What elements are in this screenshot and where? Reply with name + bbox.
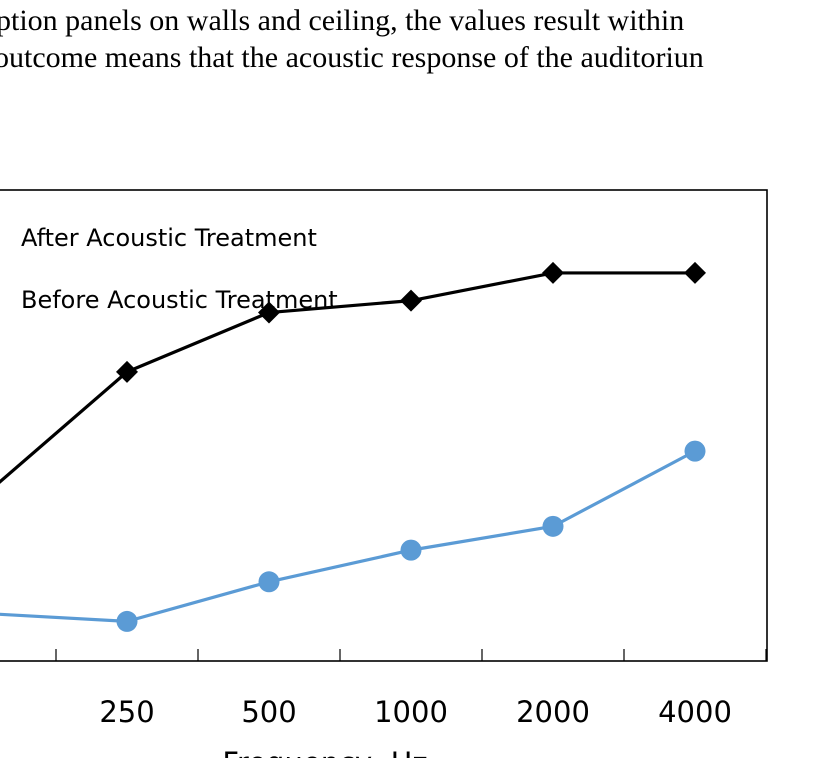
data-point-circle	[258, 571, 280, 593]
data-point-circle	[684, 440, 706, 462]
data-point-diamond	[400, 289, 422, 312]
series-line-1	[0, 271, 695, 484]
data-point-diamond	[258, 301, 280, 324]
x-axis-title: Frequency, Hz	[222, 746, 427, 758]
legend-label-1: After Acoustic Treatment	[21, 224, 317, 252]
data-point-circle	[542, 515, 564, 537]
data-point-diamond	[116, 360, 138, 383]
x-tick-label: 250	[99, 695, 154, 729]
body-text-line-2: outcome means that the acoustic response…	[0, 41, 704, 74]
x-tick-label: 2000	[516, 695, 590, 729]
data-point-circle	[116, 610, 138, 632]
plot-frame	[0, 189, 768, 662]
x-tick-label: 1000	[374, 695, 448, 729]
series-line-2	[0, 449, 696, 624]
data-point-diamond	[684, 261, 706, 284]
x-tick-label: 500	[241, 695, 296, 729]
body-text-line-1: ption panels on walls and ceiling, the v…	[0, 4, 685, 37]
data-point-circle	[400, 539, 422, 561]
data-point-diamond	[542, 261, 564, 284]
legend-label-2: Before Acoustic Treatment	[21, 286, 338, 314]
x-tick-label: 4000	[658, 695, 732, 729]
